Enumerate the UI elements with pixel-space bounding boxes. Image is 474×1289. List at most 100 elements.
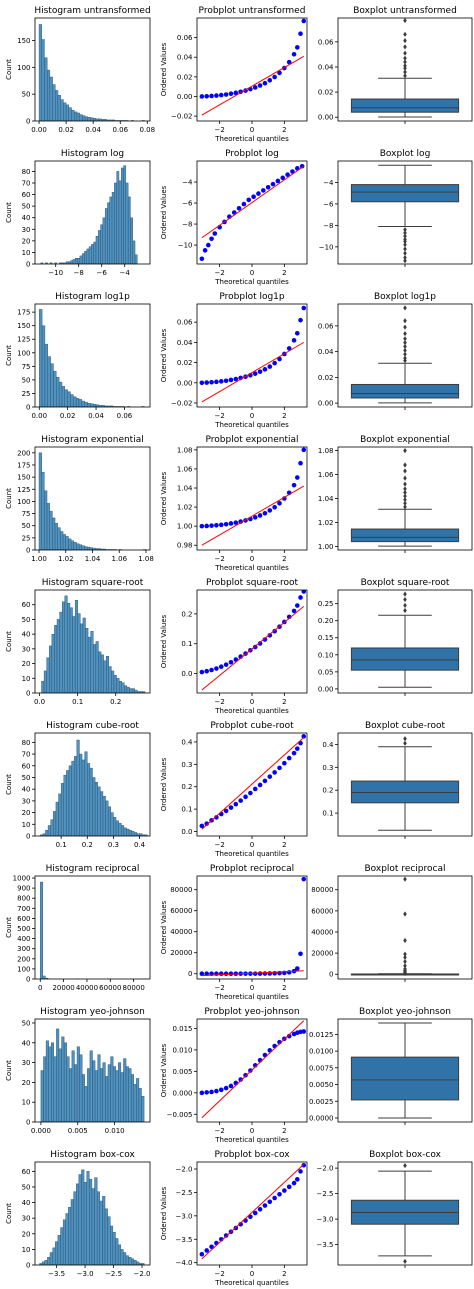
chart-title: Boxplot yeo-johnson (359, 1007, 451, 1017)
x-tick-label: 0 (250, 555, 254, 563)
panel-probplot-yeo-johnson: Probplot yeo-johnson −0.005 0.000 0.005 0.01… (160, 1007, 308, 1144)
histogram-bar (81, 400, 85, 407)
histogram-bar (78, 399, 83, 407)
y-tick-label: 10 (22, 1246, 31, 1254)
y-tick-label: 0 (26, 547, 30, 555)
axes-frame (196, 875, 308, 980)
y-tick-label: 0 (26, 976, 30, 984)
outlier-point (403, 246, 407, 252)
outlier-point (403, 318, 407, 324)
panel-histogram-yeo-johnson: Histogram yeo-johnson 0 10 20 30 40 50 0.000 0.0… (5, 1007, 151, 1135)
outlier-point (403, 497, 407, 503)
y-tick-label: 0.0075 (309, 1064, 334, 1072)
y-tick-label: −4.0 (176, 1259, 193, 1267)
y-tick-label: 100 (17, 965, 30, 973)
y-tick-label: 50 (22, 616, 31, 624)
chart-title: Boxplot untransformed (353, 6, 457, 16)
histogram-bar (134, 689, 138, 693)
data-point (272, 1043, 277, 1049)
chart-title: Probplot cube-root (210, 721, 294, 731)
histogram-bar (100, 1068, 104, 1122)
histogram-bar (117, 1244, 121, 1265)
outlier-point (403, 63, 407, 69)
outlier-point (403, 324, 407, 330)
data-point (218, 379, 224, 384)
panel-probplot-square-root: Probplot square-root 0.0 0.1 0.2 −2 0 2Theoret… (160, 578, 308, 715)
histogram-bar (46, 503, 50, 550)
fit-line (201, 606, 305, 691)
panel-boxplot-untransformed: Boxplot untransformed 0.00 0.02 0.04 0.06 (318, 6, 473, 124)
outlier-point (403, 954, 407, 960)
x-axis-label: Theoretical quantiles (214, 850, 289, 858)
data-point (301, 447, 307, 453)
panel-histogram-log: Histogram log 0 10 20 30 40 50 60 70 80 −10 −8 −6 −4 C… (5, 149, 151, 277)
plot-area (41, 595, 146, 693)
outlier-point (403, 500, 407, 506)
data-point (282, 760, 287, 766)
data-point (228, 521, 234, 526)
y-tick-label: 20000 (170, 949, 192, 957)
histogram-bar (99, 1200, 103, 1265)
outlier-point (403, 493, 407, 499)
histogram-bar (71, 760, 75, 836)
histogram-bar (81, 759, 85, 836)
chart-title: Histogram square-root (42, 578, 144, 588)
histogram-bar (112, 1232, 116, 1265)
y-tick-label: 300 (17, 945, 30, 953)
data-point (223, 662, 229, 667)
histogram-bar (72, 259, 76, 264)
histogram-bar (64, 389, 68, 407)
histogram-bar (114, 182, 117, 264)
data-point (291, 482, 297, 488)
data-point (280, 175, 286, 181)
y-tick-label: 100 (17, 498, 30, 506)
y-axis-label: Ordered Values (160, 614, 168, 668)
data-point (262, 510, 268, 516)
y-tick-label: 0.05 (318, 668, 334, 676)
data-point (301, 1162, 307, 1168)
outlier-point (403, 963, 407, 969)
y-tick-label: 500 (17, 925, 30, 933)
data-point (204, 668, 210, 674)
data-point (209, 379, 214, 385)
y-tick-label: −3.0 (317, 1216, 334, 1224)
y-tick-label: 0.06 (177, 34, 193, 42)
y-tick-label: 0.06 (318, 322, 334, 330)
y-tick-label: 1.04 (318, 495, 334, 503)
y-tick-label: −8 (323, 222, 333, 230)
histogram-bar (121, 825, 125, 836)
y-tick-label: 50 (22, 376, 31, 384)
outlier-point (403, 504, 407, 510)
histogram-bar (126, 828, 130, 836)
y-tick-label: 40 (22, 214, 31, 222)
y-axis-label: Ordered Values (160, 185, 168, 239)
outlier-point (403, 607, 407, 614)
x-tick-label: 2 (282, 269, 286, 277)
data-point (228, 377, 234, 383)
histogram-bar (56, 619, 60, 693)
y-tick-label: 1.08 (177, 446, 193, 454)
panel-boxplot-reciprocal: Boxplot reciprocal 0 20000 40000 60000 80000 (311, 864, 473, 982)
data-point (257, 971, 263, 976)
data-point (248, 1068, 253, 1073)
outlier-point (403, 44, 407, 50)
panel-histogram-exponential: Histogram exponential 0 25 50 75 100 125 150 175… (5, 435, 154, 563)
x-tick-label: 0.1 (72, 698, 83, 706)
data-point (199, 823, 205, 829)
plot-area (199, 305, 307, 403)
x-tick-label: 2 (282, 1127, 286, 1135)
y-tick-label: 0.02 (177, 73, 193, 81)
histogram-bar (39, 309, 43, 407)
data-point (238, 798, 243, 803)
y-tick-label: −3.5 (176, 1236, 193, 1244)
y-tick-label: 0.4 (181, 738, 193, 746)
histogram-bar (54, 523, 58, 550)
data-point (238, 1077, 243, 1082)
histogram-bar (69, 607, 73, 693)
y-tick-label: −6 (323, 200, 334, 208)
data-point (248, 790, 253, 796)
y-tick-label: 150 (17, 474, 30, 482)
data-point (214, 815, 219, 820)
plot-area (350, 1022, 460, 1119)
y-tick-label: −3.0 (176, 1212, 193, 1220)
